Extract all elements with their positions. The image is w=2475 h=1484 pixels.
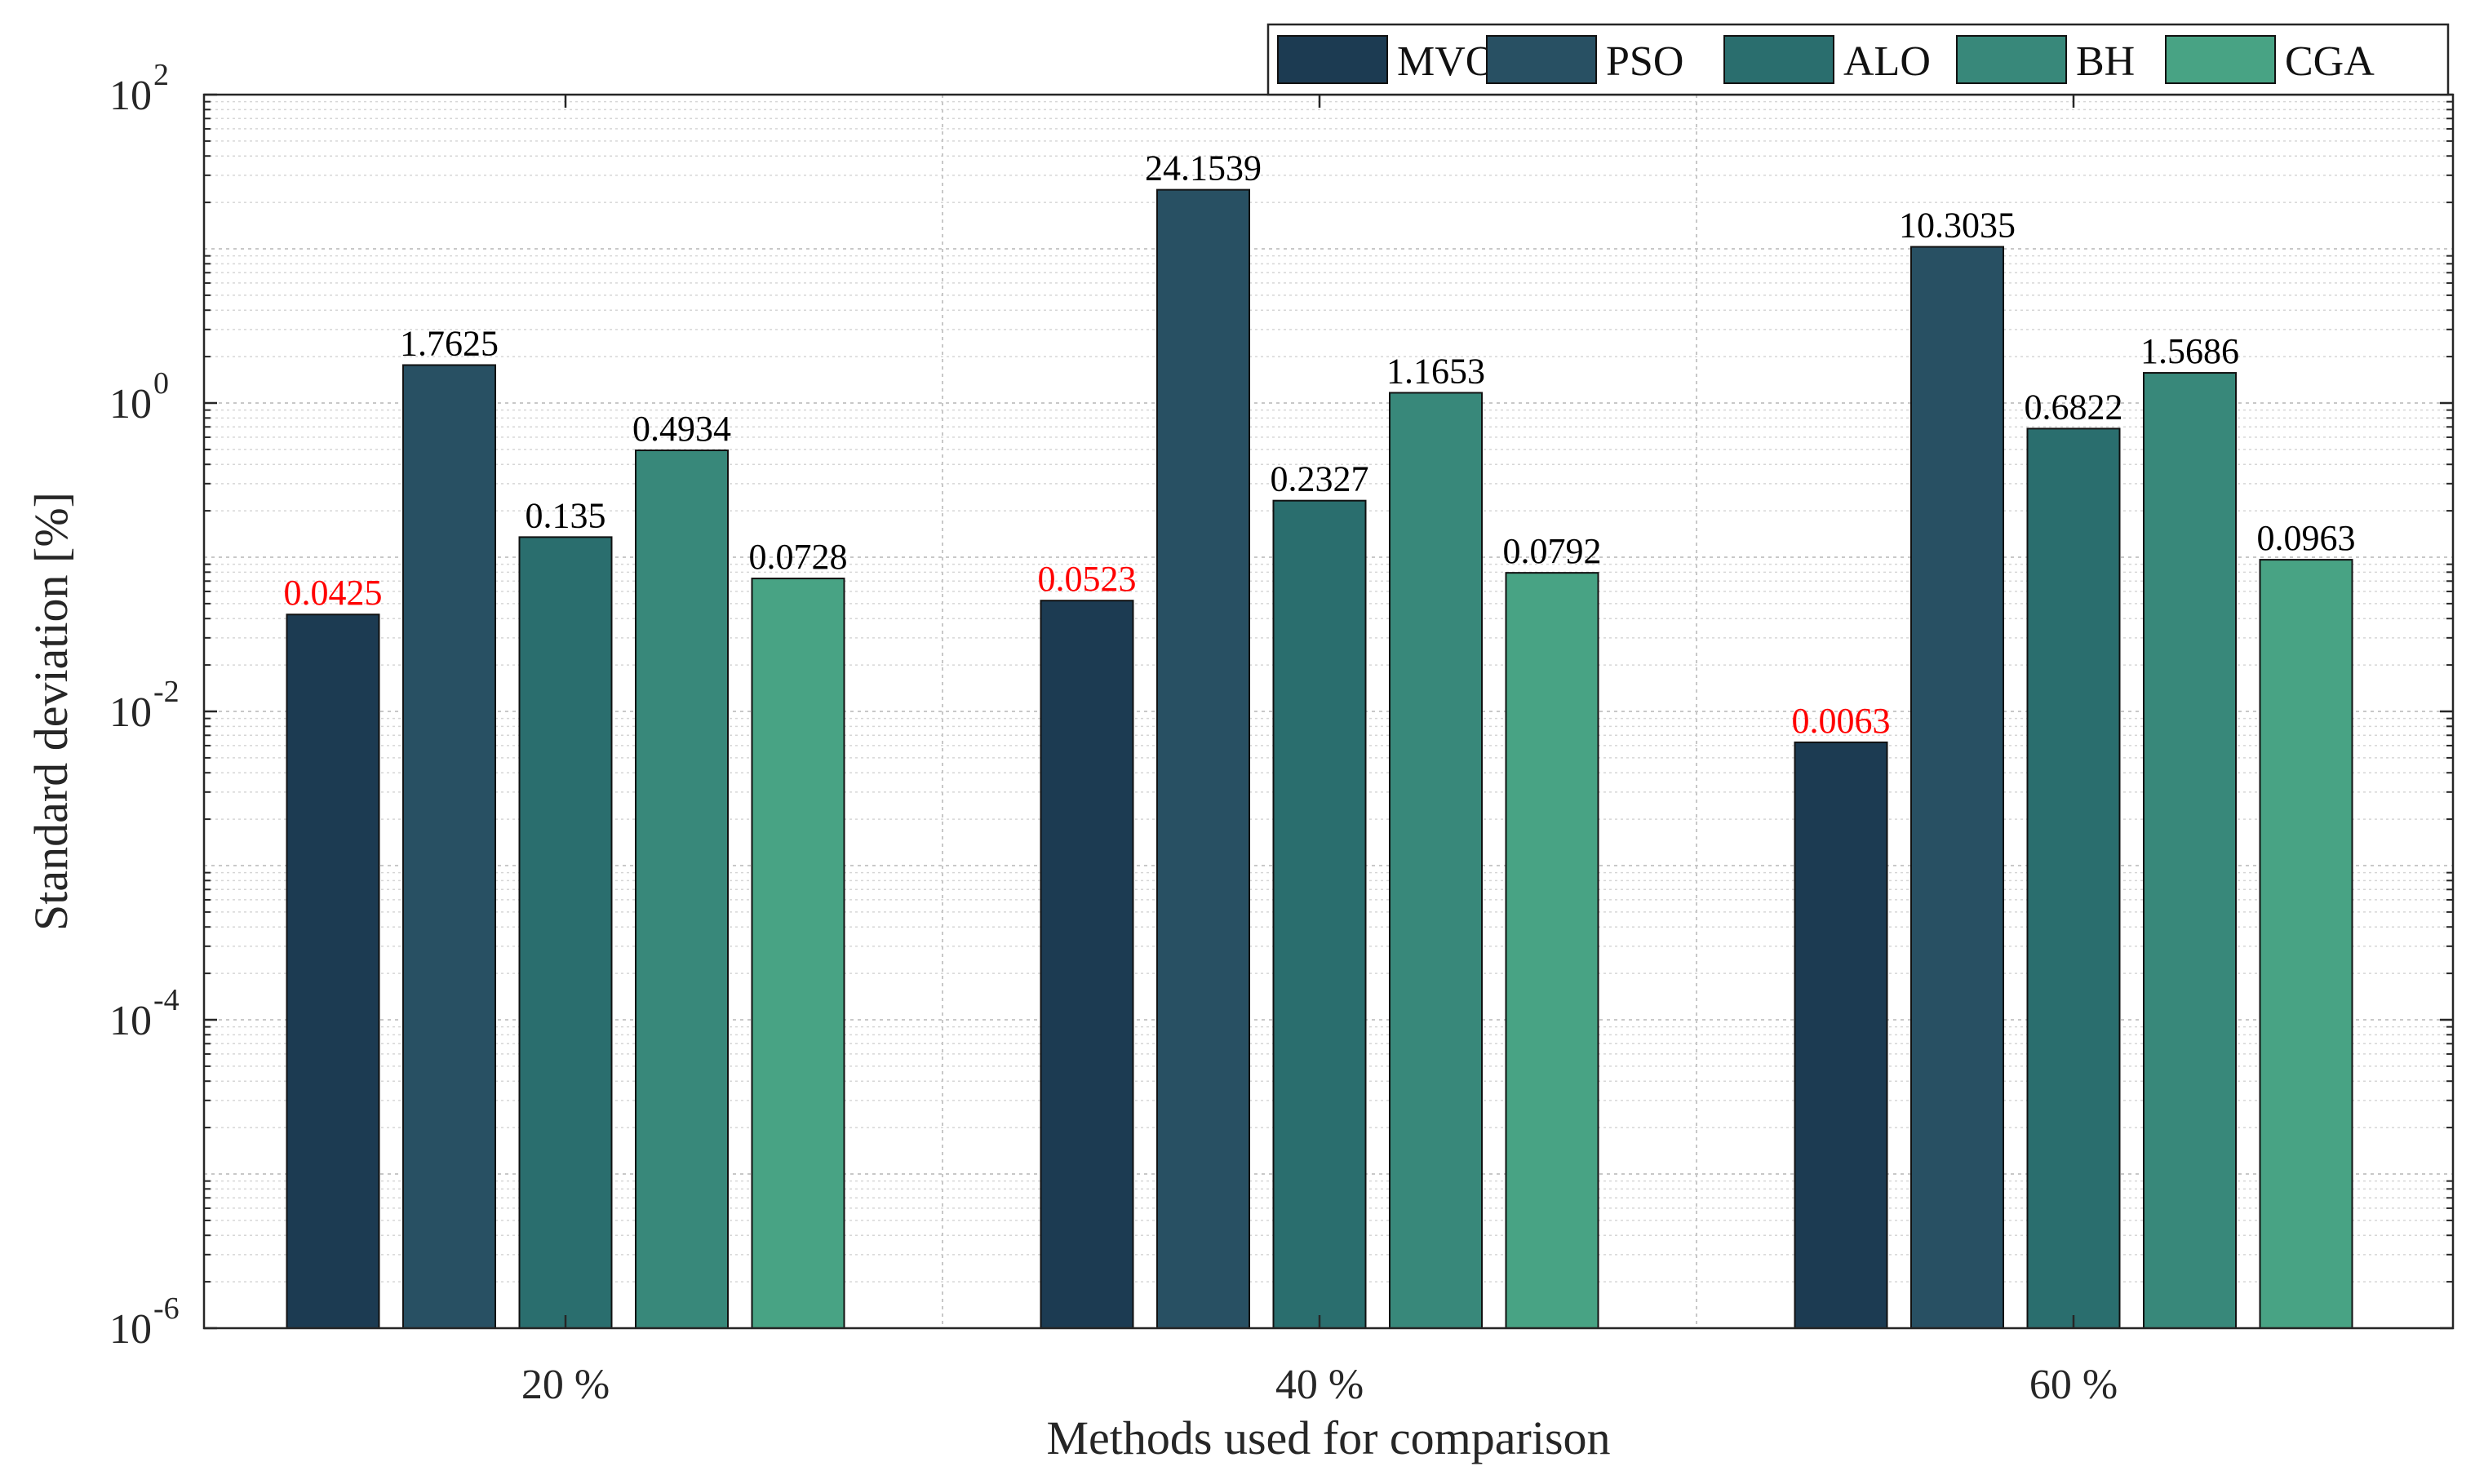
bar-pso-2 (1156, 188, 1250, 1330)
bar-mvo-3 (1794, 741, 1888, 1329)
data-label-pso-1: 1.7625 (400, 323, 499, 363)
bar-mvo-2 (1040, 600, 1134, 1329)
bar-bh-3 (2143, 372, 2237, 1329)
y-tick-label: 10 (109, 689, 152, 736)
data-label-cga-2: 0.0792 (1503, 531, 1602, 571)
y-tick-exponent: -4 (153, 983, 180, 1017)
x-tick-label: 40 % (1275, 1362, 1364, 1408)
data-label-cga-1: 0.0728 (749, 537, 848, 577)
data-label-bh-3: 1.5686 (2140, 331, 2239, 371)
legend-swatch-cga (2165, 35, 2276, 84)
data-label-bh-1: 0.4934 (632, 409, 731, 449)
bars (286, 188, 2353, 1330)
bar-alo-3 (2026, 427, 2121, 1330)
legend-swatch-pso (1486, 35, 1597, 84)
data-label-bh-2: 1.1653 (1386, 351, 1485, 391)
data-label-alo-1: 0.135 (526, 495, 606, 535)
y-tick-label: 10 (109, 1306, 152, 1353)
bar-cga-2 (1505, 572, 1599, 1329)
bar-alo-2 (1272, 499, 1367, 1329)
data-label-pso-2: 24.1539 (1145, 148, 1262, 188)
data-label-cga-3: 0.0963 (2257, 518, 2356, 558)
y-tick-label: 10 (109, 73, 152, 119)
y-tick-label: 10 (109, 381, 152, 427)
y-tick-exponent: -6 (153, 1291, 180, 1326)
bar-cga-1 (751, 578, 845, 1329)
legend-label-pso: PSO (1606, 38, 1683, 85)
bar-pso-1 (402, 364, 496, 1330)
legend-label-cga: CGA (2285, 38, 2375, 85)
bar-cga-3 (2259, 559, 2353, 1329)
y-tick-label: 10 (109, 998, 152, 1044)
legend-swatch-bh (1956, 35, 2067, 84)
x-tick-label: 20 % (521, 1362, 610, 1408)
data-label-alo-3: 0.6822 (2025, 387, 2123, 427)
data-label-alo-2: 0.2327 (1271, 459, 1369, 499)
x-tick-label: 60 % (2029, 1362, 2118, 1408)
bar-bh-1 (635, 449, 729, 1329)
y-tick-exponent: -2 (153, 675, 180, 709)
x-axis-ticks: 20 % 40 % 60 % (521, 95, 2118, 1408)
bar-labels: 0.0425 0.0523 0.0063 1.7625 24.1539 10.3035 0.… (284, 148, 2356, 741)
y-tick-exponent: 2 (153, 58, 169, 92)
legend-label-bh: BH (2076, 38, 2135, 85)
bar-pso-3 (1910, 246, 2004, 1329)
x-axis-label: Methods used for comparison (1046, 1411, 1610, 1464)
legend: MVO PSO ALO BH CGA (1266, 23, 2450, 96)
legend-label-mvo: MVO (1397, 38, 1496, 85)
legend-label-alo: ALO (1843, 38, 1931, 85)
data-label-pso-3: 10.3035 (1899, 206, 2016, 246)
y-tick-exponent: 0 (153, 366, 169, 401)
data-label-mvo-2: 0.0523 (1038, 559, 1137, 599)
bar-alo-1 (518, 536, 613, 1329)
legend-swatch-alo (1723, 35, 1834, 84)
data-label-mvo-3: 0.0063 (1792, 701, 1891, 741)
bar-bh-2 (1389, 392, 1483, 1330)
y-axis-label: Standard deviation [%] (24, 492, 78, 931)
bar-mvo-1 (286, 614, 380, 1329)
legend-swatch-mvo (1277, 35, 1388, 84)
data-label-mvo-1: 0.0425 (284, 573, 383, 613)
